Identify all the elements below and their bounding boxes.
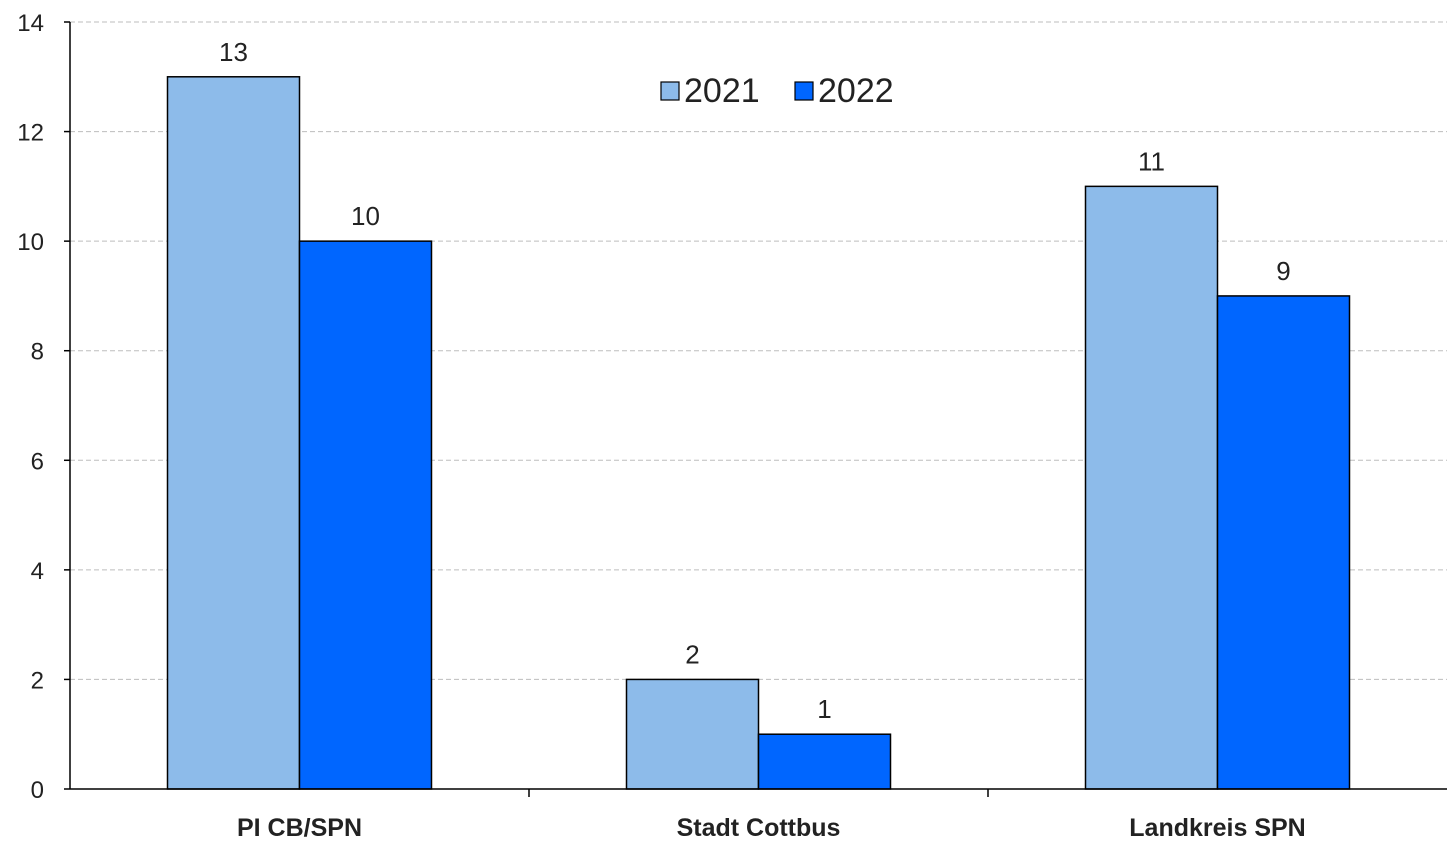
x-category-label: Stadt Cottbus: [677, 814, 841, 841]
legend-swatch: [794, 81, 814, 101]
data-label: 13: [219, 37, 248, 67]
x-axis-categories: PI CB/SPN Stadt Cottbus Landkreis SPN: [237, 814, 1306, 841]
legend: 2021 2022: [660, 72, 894, 110]
legend-label: 2022: [818, 72, 894, 110]
y-tick-label: 10: [17, 229, 44, 256]
y-tick-label: 6: [31, 448, 44, 475]
bar-2021: [625, 678, 760, 790]
y-tick-label: 12: [17, 120, 44, 147]
bar-2022: [757, 733, 892, 790]
y-tick-label: 2: [31, 667, 44, 694]
legend-swatch: [660, 81, 680, 101]
data-label: 11: [1138, 146, 1165, 176]
data-label: 2: [685, 639, 699, 669]
bar-2021: [166, 76, 301, 790]
axes: [64, 21, 1447, 797]
y-axis-ticks: 0 2 4 6 8 10 12 14: [17, 10, 44, 804]
data-label: 1: [817, 694, 831, 724]
y-tick-label: 4: [31, 558, 44, 585]
bars: [166, 76, 1351, 790]
x-category-label: PI CB/SPN: [237, 814, 362, 841]
bar-2022: [298, 240, 433, 790]
y-tick-label: 0: [31, 777, 44, 804]
y-tick-label: 8: [31, 339, 44, 366]
bar-2022: [1216, 295, 1351, 790]
y-tick-label: 14: [17, 10, 44, 37]
x-category-label: Landkreis SPN: [1129, 814, 1305, 841]
data-label: 9: [1276, 256, 1290, 286]
legend-label: 2021: [684, 72, 760, 110]
bar-2021: [1084, 185, 1219, 790]
data-label: 10: [351, 201, 380, 231]
